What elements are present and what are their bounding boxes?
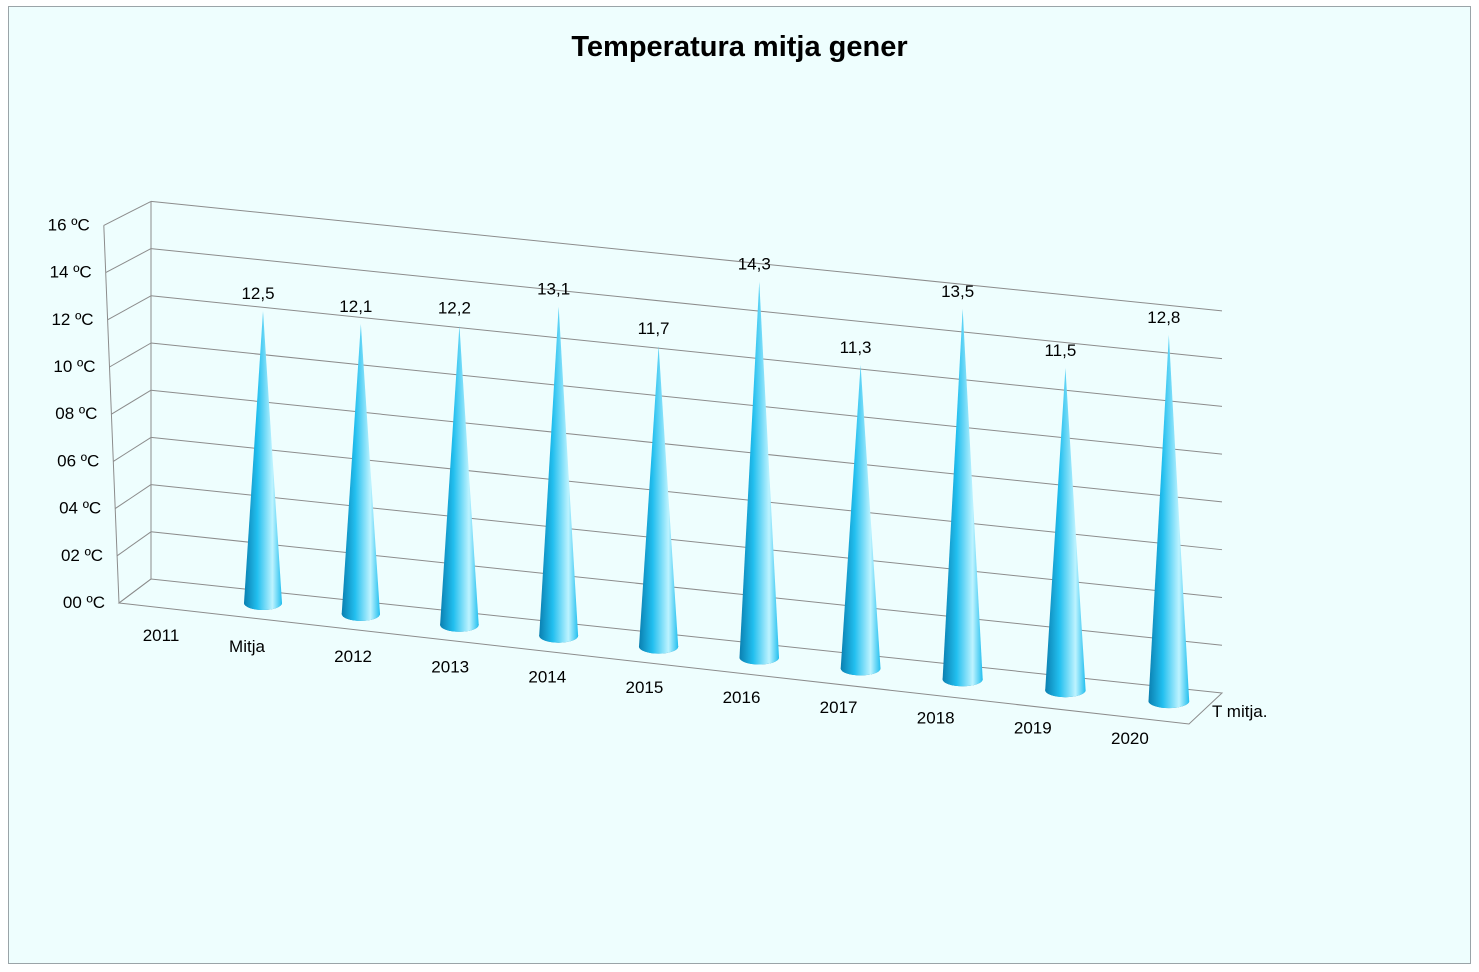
category-label: 2014 (528, 668, 566, 687)
y-axis-line (103, 225, 120, 604)
data-label: 11,7 (638, 319, 670, 338)
data-labels: 12,5 12,1 12,2 13,1 11,7 14,3 11,3 13,5 11,5 12,8 (241, 255, 1180, 360)
data-label: 12,1 (339, 297, 372, 316)
back-gridline (150, 389, 1223, 503)
cone-body (942, 308, 983, 687)
side-gridline (118, 578, 152, 604)
data-label: 13,1 (537, 280, 570, 299)
category-label: 2017 (820, 698, 858, 717)
category-label: 2015 (625, 678, 663, 697)
cone-body (739, 281, 779, 665)
cone-2019 (1045, 367, 1086, 698)
cone-2015 (639, 345, 679, 654)
category-label: 2013 (431, 657, 469, 676)
back-gridline (150, 248, 1223, 360)
category-label-extra: Mitja (229, 637, 265, 656)
cone-body (1148, 334, 1190, 709)
data-label: 11,3 (840, 338, 872, 357)
data-label: 12,5 (241, 284, 274, 303)
cone-2013 (440, 325, 479, 632)
cone-2020 (1148, 334, 1190, 709)
back-gridline (150, 295, 1223, 407)
series-axis-label: T mitja. (1212, 702, 1267, 721)
side-gridline (113, 436, 152, 462)
y-tick-label: 02 ºC (61, 546, 103, 565)
data-label: 13,5 (941, 282, 974, 301)
side-gridline (105, 248, 152, 274)
side-gridline (109, 342, 152, 368)
y-tick-label: 12 ºC (51, 310, 93, 329)
chart-title: Temperatura mitja gener (571, 31, 908, 63)
back-gridline (150, 531, 1223, 646)
cone-2016 (739, 281, 779, 665)
y-tick-label: 14 ºC (50, 263, 92, 282)
category-label: 2016 (723, 688, 761, 707)
y-tick-label: 04 ºC (59, 499, 101, 518)
cone-body (639, 345, 679, 654)
y-tick-label: 16 ºC (48, 215, 90, 234)
cone-2018 (942, 308, 983, 687)
category-label: 2011 (143, 626, 180, 645)
data-label: 12,2 (438, 298, 471, 317)
back-gridline (150, 342, 1223, 455)
cone-body (440, 325, 479, 632)
side-gridline (116, 531, 152, 557)
back-gridline (150, 484, 1223, 598)
side-gridline (107, 295, 152, 321)
y-tick-label: 10 ºC (53, 357, 95, 376)
back-gridline (150, 200, 1223, 312)
category-label: 2020 (1111, 729, 1149, 748)
y-axis-ticks: 00 ºC 02 ºC 04 ºC 06 ºC 08 ºC 10 ºC 12 ºC 14 ºC… (48, 215, 105, 612)
y-tick-label: 00 ºC (63, 593, 105, 612)
cones (244, 281, 1190, 709)
cone-body (840, 364, 881, 676)
back-gridline (150, 436, 1223, 551)
cone-2017 (840, 364, 881, 676)
y-tick-label: 06 ºC (57, 451, 99, 470)
category-label: 2018 (917, 708, 955, 727)
y-tick-label: 08 ºC (55, 404, 97, 423)
side-gridline (103, 200, 152, 226)
cone-body (244, 310, 282, 610)
side-gridline (111, 389, 152, 415)
cone-body (341, 324, 380, 621)
x-axis-labels: Mitja T mitja. 2011 2012 2013 2014 2015 2016 2… (143, 626, 1268, 748)
data-label: 11,5 (1044, 341, 1076, 360)
side-gridline (114, 484, 152, 510)
cone-2011 (244, 310, 282, 610)
cone-body (539, 306, 579, 643)
cone-body (1045, 367, 1086, 698)
gridlines (103, 200, 1224, 725)
chart-area: Temperatura mitja gener 00 ºC 02 ºC 04 ºC 0… (8, 6, 1471, 964)
category-label: 2012 (334, 647, 372, 666)
chart-plot: 00 ºC 02 ºC 04 ºC 06 ºC 08 ºC 10 ºC 12 ºC 14 ºC… (48, 200, 1268, 748)
cone-2012 (341, 324, 380, 621)
category-label: 2019 (1014, 719, 1052, 738)
data-label: 14,3 (738, 255, 771, 274)
cone-2014 (539, 306, 579, 643)
data-label: 12,8 (1147, 308, 1180, 327)
